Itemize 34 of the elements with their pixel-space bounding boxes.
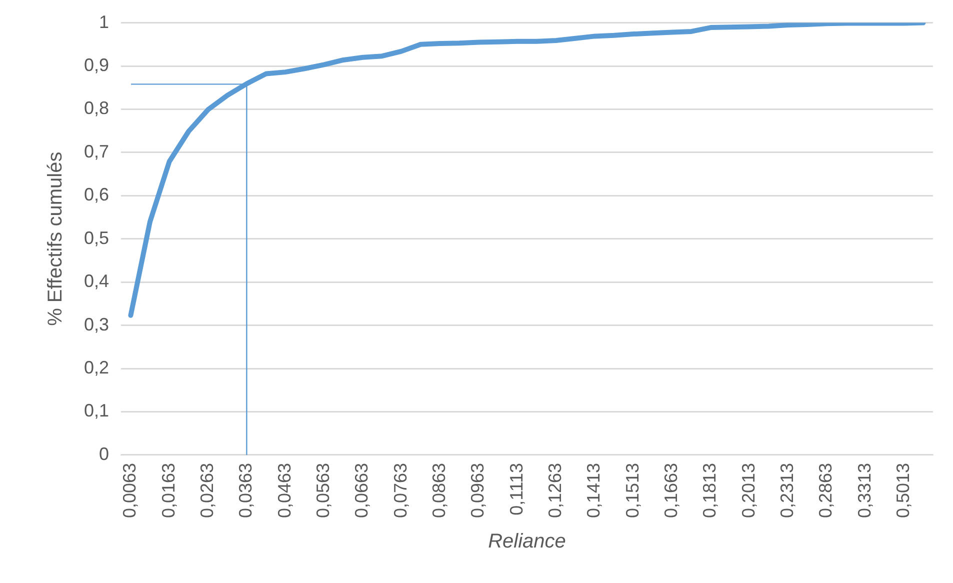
x-tick-label: 0,1113 <box>506 462 526 516</box>
x-tick-label: 0,0863 <box>428 462 449 518</box>
x-tick-label: 0,0763 <box>390 462 410 518</box>
x-tick-label: 0,2313 <box>776 462 797 518</box>
y-tick-label: 0,4 <box>84 271 110 292</box>
x-tick-label: 0,0363 <box>236 462 256 518</box>
y-tick-label: 0,3 <box>84 314 110 334</box>
x-tick-label: 0,2013 <box>738 462 758 518</box>
y-tick-label: 0,9 <box>84 54 110 75</box>
x-tick-label: 0,0063 <box>120 462 140 518</box>
x-tick-label: 0,0663 <box>352 462 372 518</box>
x-tick-label: 0,0563 <box>312 462 333 518</box>
y-tick-label: 0,5 <box>84 228 110 248</box>
y-axis-title: % Effectifs cumulés <box>44 152 67 326</box>
y-tick-label: 0,1 <box>84 400 110 421</box>
y-tick-label: 0,8 <box>84 98 110 118</box>
y-tick-label: 0,6 <box>84 184 110 205</box>
x-tick-label: 0,2863 <box>816 462 836 518</box>
x-tick-label: 0,1513 <box>622 462 642 518</box>
x-axis-title: Reliance <box>488 530 566 553</box>
y-tick-label: 0 <box>99 444 110 464</box>
x-tick-label: 0,0263 <box>196 462 217 518</box>
y-tick-label: 0,7 <box>84 141 110 162</box>
y-tick-label: 0,2 <box>84 357 110 378</box>
y-tick-label: 1 <box>99 12 110 32</box>
x-tick-label: 0,5013 <box>892 462 913 518</box>
x-tick-label: 0,1263 <box>544 462 565 518</box>
x-tick-label: 0,3313 <box>854 462 874 518</box>
x-tick-label: 0,0463 <box>274 462 294 518</box>
x-tick-label: 0,1813 <box>700 462 720 518</box>
x-tick-label: 0,0163 <box>158 462 178 518</box>
x-tick-label: 0,0963 <box>468 462 488 518</box>
x-tick-label: 0,1413 <box>584 462 604 518</box>
x-tick-label: 0,1663 <box>660 462 681 518</box>
